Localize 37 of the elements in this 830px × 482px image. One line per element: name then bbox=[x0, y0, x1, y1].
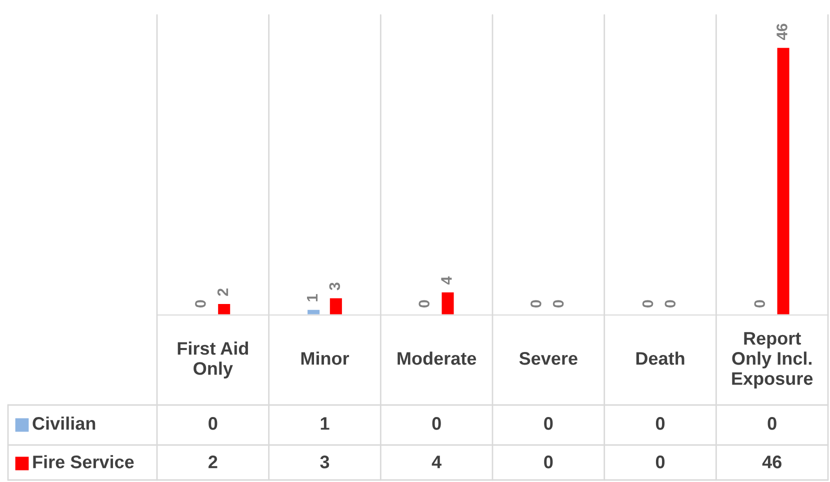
text: 0 bbox=[768, 417, 776, 430]
bar bbox=[328, 296, 344, 315]
data-label: 46 bbox=[776, 24, 788, 40]
data-label: 0 bbox=[530, 300, 542, 308]
data-label: 0 bbox=[418, 300, 430, 308]
data-label: 0 bbox=[195, 300, 206, 308]
text: 0 bbox=[432, 417, 441, 430]
text: 0 bbox=[656, 456, 665, 468]
data-label: 2 bbox=[217, 288, 228, 296]
data-label: 0 bbox=[754, 300, 765, 308]
text: 1 bbox=[320, 417, 330, 430]
x-tick-label: Severe bbox=[519, 352, 578, 365]
x-tick-label: Moderate bbox=[398, 352, 476, 365]
text: 0 bbox=[544, 417, 553, 430]
text: 0 bbox=[544, 456, 553, 468]
bar bbox=[440, 291, 456, 315]
x-tick-label: Minor bbox=[301, 352, 350, 365]
text: 3 bbox=[320, 456, 330, 468]
x-tick-label: First Aid Only bbox=[178, 342, 248, 378]
x-tick-label: Death bbox=[636, 352, 684, 365]
bar bbox=[306, 308, 321, 315]
legend-label: Civilian bbox=[32, 416, 96, 430]
text: 0 bbox=[208, 417, 218, 430]
text: 46 bbox=[762, 456, 782, 468]
data-label: 1 bbox=[307, 294, 318, 302]
x-tick-label: Report Only Incl. Exposure bbox=[732, 332, 813, 389]
data-label: 0 bbox=[642, 300, 654, 308]
legend-label: Fire Service bbox=[33, 455, 134, 468]
data-label: 4 bbox=[441, 276, 452, 285]
data-label: 0 bbox=[552, 300, 564, 308]
data-label: 0 bbox=[664, 300, 676, 308]
bar bbox=[216, 302, 232, 315]
text: 4 bbox=[432, 456, 442, 468]
text: 2 bbox=[208, 456, 218, 468]
text: 0 bbox=[656, 417, 665, 430]
bar bbox=[776, 46, 791, 315]
data-label: 3 bbox=[329, 282, 340, 290]
